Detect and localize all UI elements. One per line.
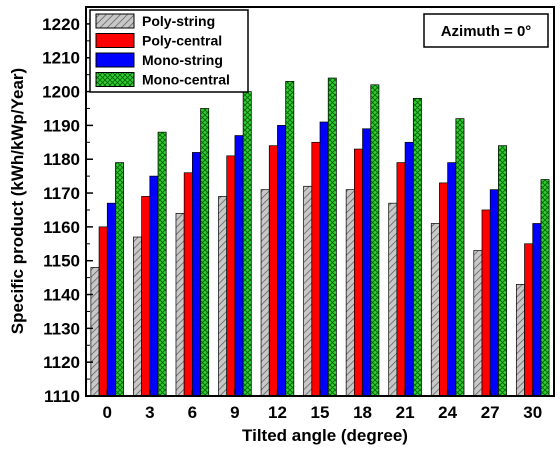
y-tick-label: 1120 xyxy=(43,353,80,372)
y-axis-title: Specific product (kWh/kWp/Year) xyxy=(8,68,27,334)
y-tick-label: 1220 xyxy=(42,15,80,34)
y-tick-label: 1170 xyxy=(43,184,80,203)
bar-poly-central-15 xyxy=(311,141,321,397)
bar-mono-string-21 xyxy=(404,141,414,397)
legend-swatch xyxy=(95,72,135,87)
bar-mono-string-12 xyxy=(277,125,287,397)
x-tick-label: 6 xyxy=(188,403,197,422)
y-tick-label: 1130 xyxy=(43,319,80,338)
x-tick-label: 15 xyxy=(311,403,330,422)
bar-poly-central-18 xyxy=(353,148,363,397)
bar-poly-string-27 xyxy=(473,250,483,397)
bar-mono-string-30 xyxy=(532,223,542,397)
bar-mono-central-30 xyxy=(540,179,550,397)
bar-mono-central-15 xyxy=(327,77,337,397)
bar-mono-string-0 xyxy=(106,202,116,397)
bar-poly-central-3 xyxy=(141,196,151,397)
x-tick-label: 21 xyxy=(396,403,415,422)
bars-layer xyxy=(90,77,550,397)
y-tick-label: 1180 xyxy=(43,150,80,169)
bar-poly-central-0 xyxy=(98,226,108,397)
legend-label: Poly-central xyxy=(142,33,222,49)
legend: Poly-string Poly-central Mono-string Mono-c… xyxy=(89,9,249,93)
legend-label: Poly-string xyxy=(142,13,215,29)
y-tick-label: 1110 xyxy=(44,387,80,406)
x-tick-label: 30 xyxy=(523,403,542,422)
bar-poly-string-12 xyxy=(260,189,270,397)
x-tick-label: 24 xyxy=(438,403,457,422)
bar-mono-string-15 xyxy=(319,121,329,397)
bar-poly-string-15 xyxy=(303,185,313,397)
x-tick-label: 18 xyxy=(353,403,372,422)
bar-mono-string-3 xyxy=(149,175,159,397)
y-tick-label: 1150 xyxy=(43,252,80,271)
y-axis: 1110 1120 1130 1140 1150 1160 1170 1180 1190 1200… xyxy=(42,15,93,406)
bar-mono-central-18 xyxy=(370,84,380,397)
legend-label: Mono-central xyxy=(142,72,230,88)
bar-mono-central-0 xyxy=(115,162,125,397)
legend-swatch xyxy=(95,52,135,68)
legend-label: Mono-string xyxy=(142,52,223,68)
bar-poly-string-18 xyxy=(345,189,355,397)
bar-poly-central-12 xyxy=(268,145,278,397)
x-tick-label: 3 xyxy=(145,403,154,422)
x-tick-label: 27 xyxy=(481,403,500,422)
y-tick-label: 1190 xyxy=(43,116,80,135)
y-tick-label: 1200 xyxy=(42,83,80,102)
x-tick-label: 12 xyxy=(268,403,287,422)
bar-poly-string-21 xyxy=(388,202,398,397)
bar-mono-central-9 xyxy=(242,91,252,397)
bar-poly-string-3 xyxy=(133,236,142,397)
legend-swatch xyxy=(95,33,135,48)
y-tick-label: 1140 xyxy=(43,286,80,305)
bar-poly-string-24 xyxy=(430,223,440,397)
bar-mono-central-3 xyxy=(157,131,167,397)
bar-poly-central-27 xyxy=(481,209,491,397)
annotation-box: Azimuth = 0° xyxy=(423,13,549,48)
x-tick-label: 9 xyxy=(230,403,239,422)
bar-mono-central-12 xyxy=(285,81,295,397)
x-axis-title: Tilted angle (degree) xyxy=(242,426,408,445)
x-axis: 0 3 6 9 12 15 18 21 24 27 30 xyxy=(103,390,542,422)
bar-mono-string-6 xyxy=(192,152,201,397)
bar-poly-string-9 xyxy=(218,196,228,397)
bar-mono-string-18 xyxy=(362,128,372,397)
bar-poly-string-30 xyxy=(515,284,525,397)
x-tick-label: 0 xyxy=(103,403,112,422)
y-tick-label: 1210 xyxy=(42,49,80,68)
bar-poly-string-6 xyxy=(175,212,185,397)
bar-mono-central-27 xyxy=(498,145,507,397)
bar-poly-central-21 xyxy=(396,162,406,397)
bar-poly-central-24 xyxy=(439,182,448,397)
annotation-text: Azimuth = 0° xyxy=(441,23,532,40)
bar-mono-central-6 xyxy=(200,108,210,397)
bar-poly-central-30 xyxy=(524,243,534,397)
bar-poly-central-9 xyxy=(226,155,236,397)
bar-mono-central-24 xyxy=(455,118,465,397)
bar-poly-central-6 xyxy=(183,172,193,397)
bar-mono-central-21 xyxy=(412,97,422,397)
bar-mono-string-24 xyxy=(447,162,457,397)
bar-mono-string-9 xyxy=(234,135,244,397)
bar-poly-string-0 xyxy=(90,267,100,397)
legend-swatch xyxy=(95,13,135,29)
y-tick-label: 1160 xyxy=(43,218,80,237)
bar-mono-string-27 xyxy=(489,189,499,397)
